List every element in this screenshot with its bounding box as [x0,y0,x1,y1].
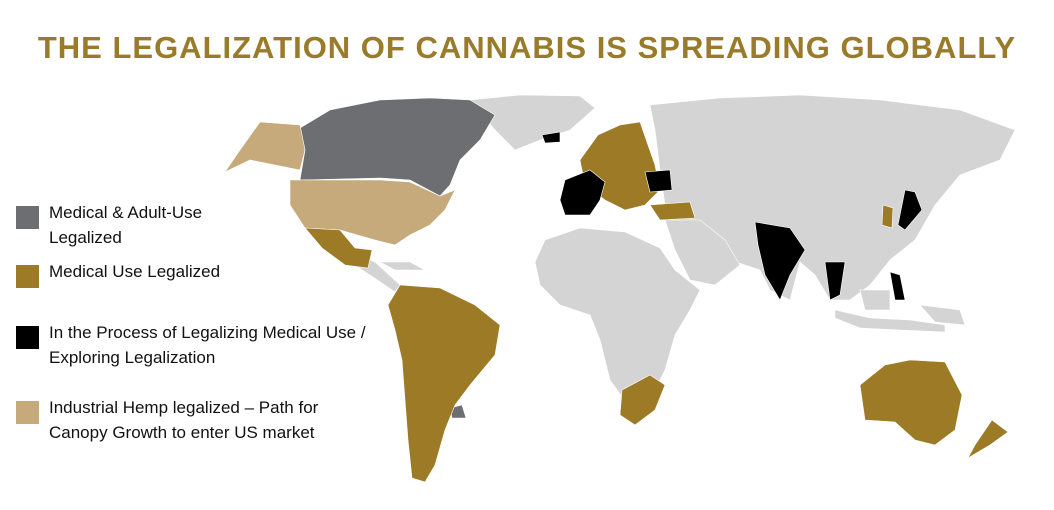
philippines [889,271,906,301]
legend-label: In the Process of Legalizing Medical Use… [49,323,366,367]
legend-item-in-process: In the Process of Legalizing Medical Use… [16,320,369,370]
legend-swatch [16,401,39,424]
legend-label: Medical Use Legalized [49,262,221,281]
mexico [304,227,373,269]
south-africa [619,374,666,426]
canada [299,97,496,197]
japan [897,189,923,231]
greenland [469,94,596,151]
legend-item-medical-adult-use: Medical & Adult-Use Legalized [16,200,229,250]
france-spain [559,169,606,216]
new-zealand [967,419,1009,459]
new-guinea [919,304,966,326]
page-title: THE LEGALIZATION OF CANNABIS IS SPREADIN… [37,30,1017,65]
thailand [824,261,846,301]
middle-east [664,219,741,286]
legend-swatch [16,206,39,229]
africa [534,227,701,406]
legend-swatch [16,265,39,288]
borneo-newguinea [859,289,891,311]
alaska [224,121,306,173]
iceland [541,131,561,144]
legend-item-industrial-hemp: Industrial Hemp legalized – Path for Can… [16,395,369,445]
caribbean [379,261,426,271]
ukraine [644,169,673,193]
legend-label: Industrial Hemp legalized – Path for Can… [49,398,319,442]
legend-item-medical-use: Medical Use Legalized [16,259,369,288]
legend-swatch [16,326,39,349]
australia [859,359,963,446]
india [754,221,806,301]
turkey [649,201,696,221]
korea [881,204,894,229]
south-america [387,284,501,483]
legend-label: Medical & Adult-Use Legalized [49,203,203,247]
indonesia [834,309,946,333]
